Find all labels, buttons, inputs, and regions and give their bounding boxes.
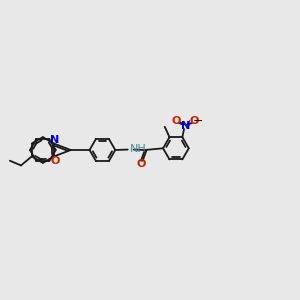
Text: N: N [181,122,190,131]
Text: N: N [50,135,60,145]
Text: O: O [189,116,199,126]
Text: O: O [50,156,59,166]
Text: O: O [136,159,146,169]
Text: NH: NH [130,144,147,154]
Text: −: − [193,115,203,128]
Text: O: O [172,116,181,126]
Text: +: + [185,119,192,128]
